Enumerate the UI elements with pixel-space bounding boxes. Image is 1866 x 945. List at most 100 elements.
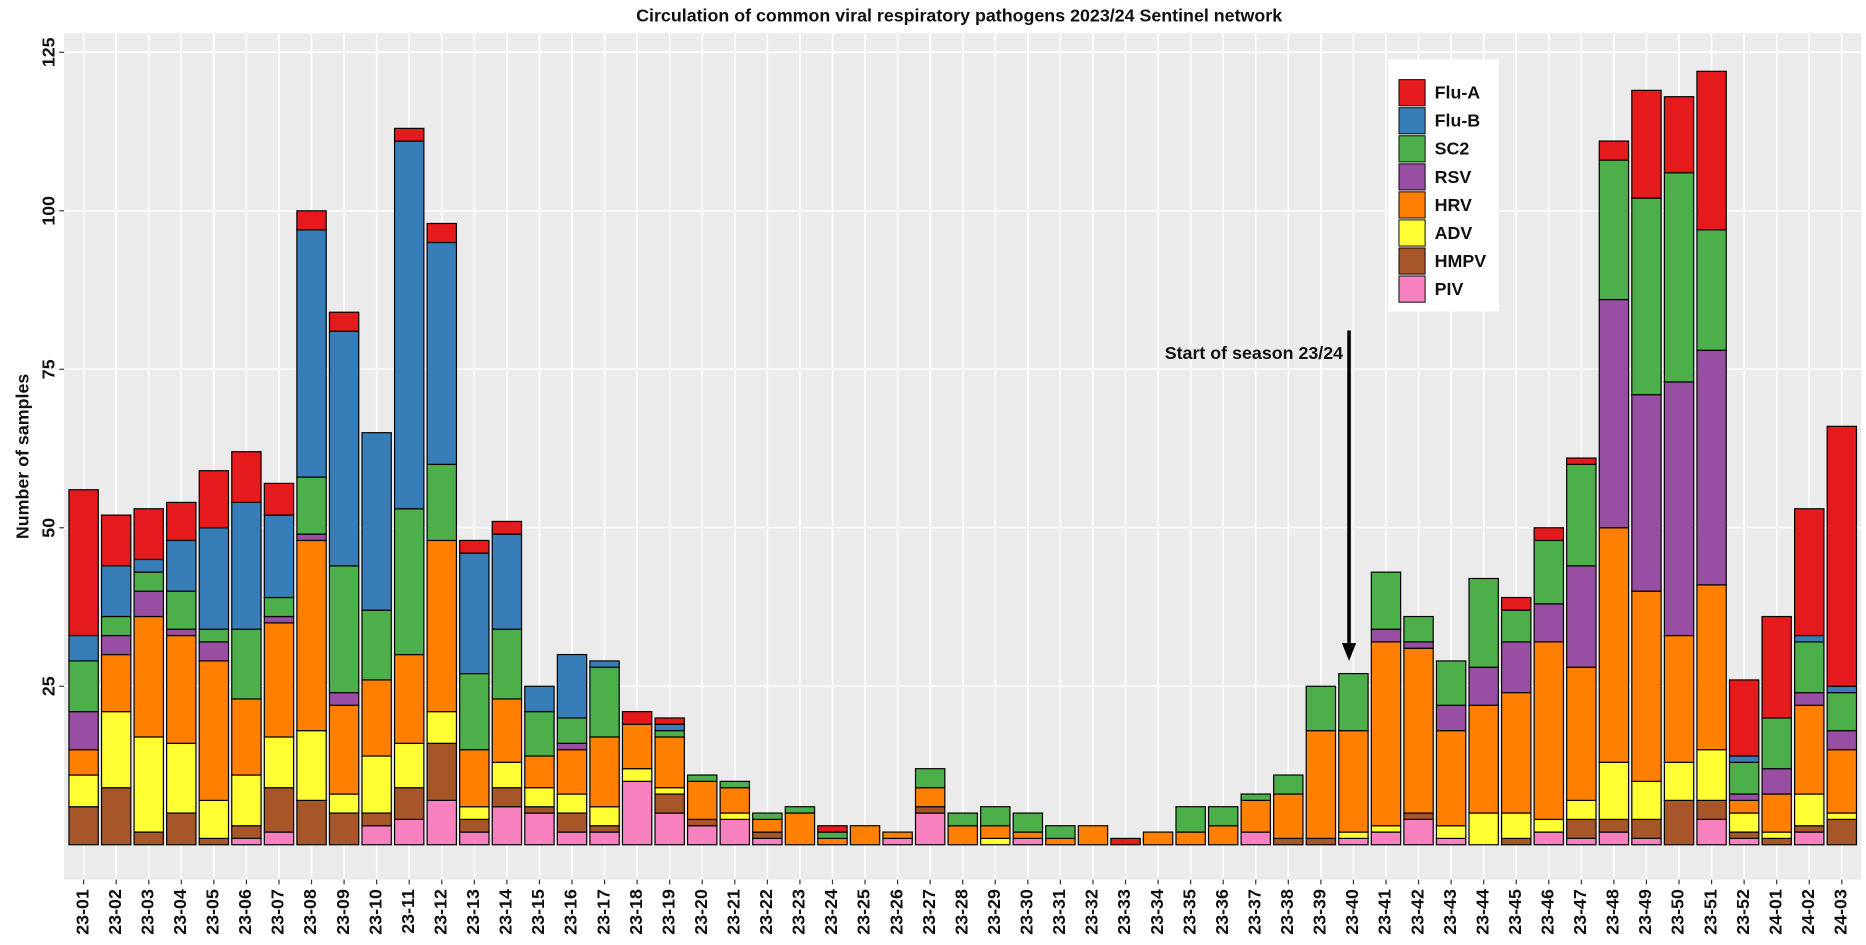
bar-segment	[1370, 831, 1402, 846]
bar-segment	[1533, 641, 1565, 820]
bar-segment	[1631, 780, 1662, 820]
x-tick-label: 24-02	[1798, 889, 1818, 935]
bar-segment	[1794, 692, 1825, 706]
bar-segment	[231, 451, 262, 504]
bar-segment	[1728, 793, 1760, 801]
bar-segment	[1435, 825, 1467, 840]
bar-segment	[1631, 590, 1662, 782]
bar-segment	[328, 692, 360, 706]
bar-segment	[1826, 692, 1858, 732]
bar-segment	[947, 825, 978, 846]
legend-swatch	[1398, 79, 1426, 107]
bar-segment	[882, 837, 913, 846]
bar-segment	[1468, 577, 1499, 668]
bar-segment	[654, 736, 685, 789]
bar-segment	[686, 818, 718, 827]
bar-segment	[719, 780, 751, 789]
bar-segment	[426, 539, 458, 713]
bar-segment	[1566, 818, 1597, 840]
bar-segment	[1728, 837, 1760, 846]
bar-segment	[556, 717, 588, 744]
bar-segment	[1826, 685, 1858, 694]
bar-segment	[1207, 825, 1239, 846]
legend: Flu-A Flu-B SC2 RSV HRV ADV HMPV PIV	[1398, 79, 1486, 303]
x-tick-label: 23-43	[1440, 889, 1460, 935]
bar-segment	[263, 736, 295, 789]
x-tick-label: 23-03	[137, 889, 157, 935]
x-tick-label: 23-52	[1733, 889, 1753, 935]
legend-swatch	[1398, 191, 1426, 219]
bar-segment	[231, 774, 262, 827]
bar-segment	[1761, 837, 1792, 846]
bar-segment	[1207, 806, 1239, 827]
bar-segment	[914, 768, 946, 789]
bar-segment	[263, 831, 295, 846]
bar-segment	[1240, 831, 1271, 846]
bar-segment	[1631, 197, 1662, 396]
bar-segment	[198, 837, 230, 846]
bar-segment	[1696, 229, 1727, 351]
x-tick-label: 23-26	[886, 889, 906, 935]
bar-segment	[1728, 761, 1760, 795]
y-tick-label: 50	[39, 518, 59, 538]
x-tick-label: 23-02	[105, 889, 125, 935]
bar-segment	[1305, 685, 1337, 732]
bar-segment	[393, 653, 425, 744]
bar-segment	[686, 774, 718, 782]
bar-segment	[231, 698, 262, 776]
bar-segment	[1500, 812, 1532, 840]
bar-segment	[1598, 298, 1630, 529]
bar-segment	[198, 799, 230, 840]
bar-segment	[1370, 628, 1402, 643]
bar-segment	[1305, 837, 1337, 846]
bar-segment	[231, 837, 262, 846]
x-tick-label: 23-14	[496, 889, 516, 935]
bar-segment	[1631, 394, 1662, 592]
bar-segment	[426, 463, 458, 542]
bar-segment	[328, 311, 360, 332]
x-tick-label: 23-46	[1537, 889, 1557, 935]
bar-segment	[1728, 812, 1760, 833]
bar-segment	[133, 615, 164, 738]
bar-segment	[1663, 381, 1695, 637]
bar-segment	[1435, 660, 1467, 706]
x-tick-label: 23-34	[1147, 889, 1167, 935]
bar-segment	[686, 780, 718, 820]
bar-segment	[1468, 812, 1499, 846]
x-tick-label: 23-15	[528, 889, 548, 935]
bar-segment	[166, 539, 197, 592]
x-tick-label: 23-37	[1244, 889, 1264, 935]
bar-segment	[1631, 89, 1662, 199]
bar-segment	[589, 666, 620, 738]
x-tick-label: 23-18	[626, 889, 646, 935]
bar-segment	[1533, 539, 1565, 605]
x-tick-label: 23-24	[821, 889, 841, 935]
bar-segment	[817, 831, 848, 840]
bar-segment	[1142, 831, 1174, 846]
legend-swatch	[1398, 275, 1426, 303]
bar-segment	[361, 825, 392, 846]
bar-segment	[621, 723, 653, 770]
x-tick-label: 23-38	[1277, 889, 1297, 935]
bar-segment	[589, 825, 620, 833]
bar-segment	[1598, 159, 1630, 301]
legend-swatch	[1398, 107, 1426, 135]
bar-segment	[1761, 717, 1792, 770]
bar-segment	[524, 806, 555, 814]
legend-swatch	[1398, 163, 1426, 191]
x-tick-label: 23-22	[756, 889, 776, 935]
bar-segment	[459, 552, 490, 675]
bar-segment	[980, 806, 1011, 827]
bar-segment	[1631, 818, 1662, 840]
x-tick-label: 23-41	[1375, 889, 1395, 935]
bar-segment	[1077, 825, 1109, 846]
bar-segment	[1435, 704, 1467, 732]
x-tick-label: 23-19	[658, 889, 678, 935]
bar-segment	[1663, 634, 1695, 763]
x-tick-label: 23-39	[1310, 889, 1330, 935]
bar-segment	[1045, 825, 1076, 840]
bar-segment	[784, 806, 816, 814]
x-tick-label: 23-32	[1082, 889, 1102, 935]
bar-segment	[1403, 818, 1434, 846]
bar-segment	[589, 736, 620, 808]
